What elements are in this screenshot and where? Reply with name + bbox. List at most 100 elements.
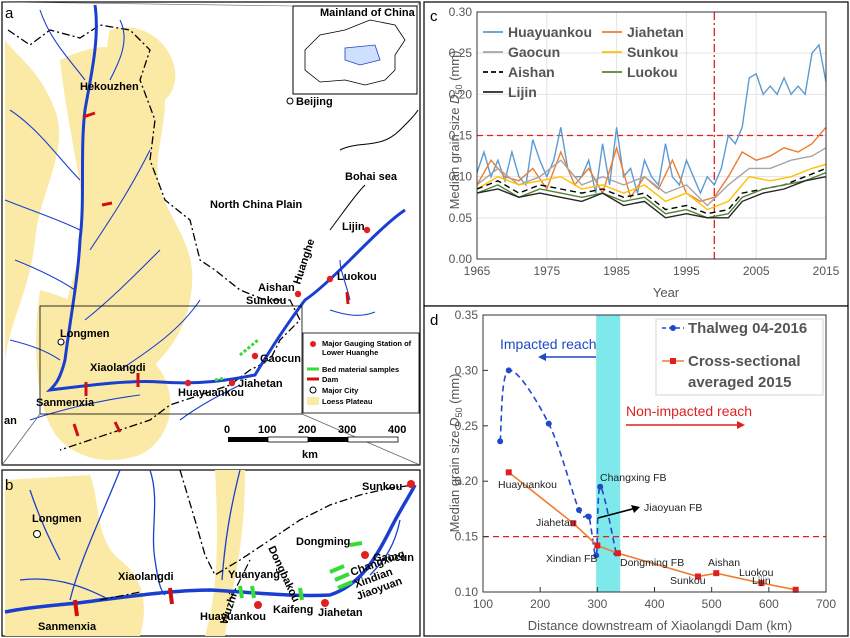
station-sunkou [294, 290, 302, 298]
station-gaocun [251, 352, 259, 360]
chart-c-legend-label: Jiahetan [627, 24, 684, 40]
zoom-box [39, 305, 303, 415]
inset-title: Mainland of China [320, 7, 416, 19]
loess-plateau-west [5, 40, 60, 360]
chart-d-xtick-label: 600 [759, 597, 779, 611]
chart-c-legend-label: Gaocun [508, 44, 560, 60]
label-lijin: Lijin [342, 221, 365, 233]
legend-bed: Bed material samples [322, 365, 399, 374]
chart-c-xtick-label: 1985 [603, 264, 630, 278]
label-north-china-plain: North China Plain [210, 199, 303, 211]
chart-d-xtick-label: 700 [816, 597, 836, 611]
legend-station-line2: Lower Huanghe [322, 348, 378, 357]
dam-b-xiaolangdi [168, 587, 174, 605]
chart-d-legend-label-thalweg: Thalweg 04-2016 [688, 320, 807, 337]
chart-d-point-label: Huayuankou [498, 479, 557, 491]
station-b-huayuankou [254, 601, 262, 609]
chart-d-thalweg-point [545, 420, 552, 427]
label-hekouzhen: Hekouzhen [80, 81, 139, 93]
chart-c-ytick-label: 0.25 [449, 46, 473, 60]
label-b-xiaolangdi: Xiaolangdi [118, 571, 174, 583]
chart-d-point-label: Lijin [752, 575, 771, 587]
map-panel-b [1, 469, 421, 637]
chart-c-series [476, 43, 827, 219]
chart-d-annotations: Impacted reach Non-impacted reach [500, 336, 752, 519]
label-b-sunkou: Sunkou [362, 481, 402, 493]
label-xiaolangdi: Xiaolangdi [90, 362, 146, 374]
label-b-longmen: Longmen [32, 513, 82, 525]
chart-d-cross-sectional-point [594, 542, 601, 549]
chart-d-xtick-label: 500 [702, 597, 722, 611]
label-edge-an: an [4, 415, 17, 427]
chart-d-thalweg-point [597, 483, 604, 490]
label-b-dongming: Dongming [296, 536, 350, 548]
chart-d-cross-sectional-point [792, 586, 799, 593]
scale-bar [228, 436, 399, 443]
chart-d-ylabel: Median grain size D50 (mm) [447, 374, 464, 533]
inset-map [1, 1, 421, 95]
chart-d-thalweg-point [585, 513, 592, 520]
chart-c-reference-lines [477, 12, 826, 259]
legend-city-swatch [309, 386, 317, 394]
tributaries-a [4, 9, 376, 421]
chart-c-ytick-label: 0.00 [449, 252, 473, 266]
chart-d-thalweg-point [505, 367, 512, 374]
chart-c-series-gaocun [476, 147, 827, 207]
chart-d-point-label: Jiahetan [536, 517, 576, 529]
inset-line [1, 1, 294, 7]
scale-tick-0: 0 [224, 424, 230, 436]
map-panel-a [1, 1, 421, 466]
dam-marker [113, 421, 122, 433]
station-b-jiahetan [321, 599, 329, 607]
chart-d-plot-area [482, 314, 827, 593]
station-b-sunkou [407, 480, 415, 488]
chart-d-xlabel: Distance downstream of Xiaolangdi Dam (k… [528, 618, 792, 633]
chart-d-xtick-label: 300 [587, 597, 607, 611]
legend-station-swatch [310, 341, 316, 347]
dam-marker [72, 423, 80, 437]
label-gaocun: Gaocun [260, 353, 301, 365]
label-longmen: Longmen [60, 328, 110, 340]
station-huayuankou [184, 379, 192, 387]
scale-tick-200: 200 [298, 424, 316, 436]
chart-d-point-label: Aishan [708, 557, 740, 569]
scale-unit: km [302, 449, 318, 461]
chart-d-point-label: Luokou [739, 567, 774, 579]
chart-c-ytick-label: 0.15 [449, 129, 473, 143]
chart-d-legend-box [655, 318, 824, 396]
chart-d-cross-sectional-point [570, 520, 577, 527]
chart-d-series-cross-sectional [508, 471, 796, 591]
chart-d-legend-label-cross: averaged 2015 [688, 374, 791, 391]
chart-panel-d: d 0.10 0.15 0.20 0.25 0.30 0.35 100 200 300 400 50… [423, 305, 849, 637]
label-b-jiahetan: Jiahetan [318, 607, 363, 619]
dam-b-sanmenxia [73, 599, 79, 617]
chart-c-xtick-label: 1995 [673, 264, 700, 278]
chart-d-cross-sectional-point [758, 580, 765, 587]
station-b-gaocun [361, 551, 369, 559]
chart-d-annotation-impacted: Impacted reach [500, 336, 597, 352]
scale-segment [308, 437, 348, 442]
chart-c-xtick-label: 2015 [813, 264, 840, 278]
chart-d-cross-sectional-point [713, 570, 720, 577]
chart-c-ytick-label: 0.20 [449, 87, 473, 101]
label-huayuankou: Huayuankou [178, 387, 244, 399]
coastline-south [329, 184, 366, 231]
chart-d-xtick-label: 100 [473, 597, 493, 611]
coastline [339, 109, 419, 151]
chart-c-series-lijin [476, 176, 827, 219]
chart-d-ytick-label: 0.30 [455, 363, 479, 377]
chart-d-xtick-label: 400 [644, 597, 664, 611]
chart-c-series-huayuankou [476, 43, 827, 195]
chart-d-series [497, 367, 799, 593]
scale-tick-400: 400 [388, 424, 406, 436]
chart-d-annotation-non-impacted: Non-impacted reach [626, 403, 752, 419]
panel-label-c: c [430, 8, 438, 25]
label-jiahetan: Jiahetan [238, 378, 283, 390]
legend-station-line1: Major Gauging Station of [322, 339, 412, 348]
chart-c-legend-label: Aishan [508, 64, 555, 80]
chart-d-ytick-label: 0.10 [455, 585, 479, 599]
chart-d-point-label: Changxing FB [600, 472, 667, 484]
chart-d-xtick-label: 200 [530, 597, 550, 611]
label-aishan: Aishan [258, 282, 295, 294]
